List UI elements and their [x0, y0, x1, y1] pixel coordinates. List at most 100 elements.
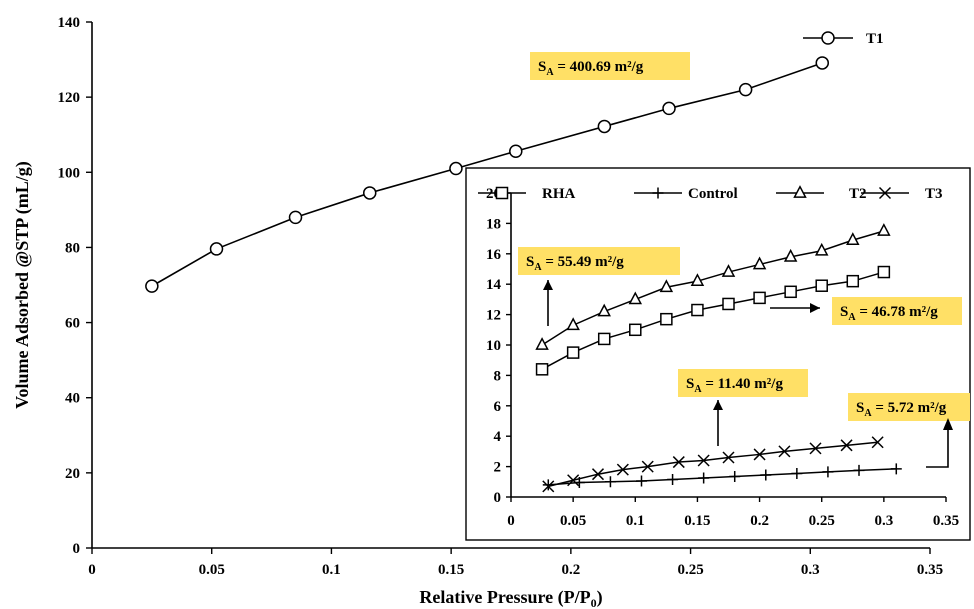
inset-data-point-Control: [729, 470, 741, 482]
inset-x-tick-label: 0.1: [626, 513, 645, 529]
inset-data-point-Control: [890, 463, 902, 475]
inset-x-tick-label: 0.25: [809, 513, 835, 529]
inset-legend: RHA Control T2 T3: [478, 185, 943, 202]
data-point-T1: [449, 161, 463, 176]
inset-surface-area-annotation: SA = 46.78 m²/g: [832, 297, 962, 325]
inset-surface-area-annotation: SA = 11.40 m²/g: [678, 369, 808, 397]
inset-data-point-T2: [877, 223, 891, 236]
inset-data-point-T2: [628, 291, 643, 305]
inset-y-tick-label: 2: [494, 460, 502, 476]
inset-data-point-Control: [604, 476, 616, 488]
inset-y-tick-label: 14: [486, 277, 502, 293]
y-tick-label: 80: [65, 240, 80, 256]
inset-y-tick-label: 6: [494, 399, 502, 415]
inset-data-point-T3: [672, 456, 685, 469]
legend-marker: [821, 31, 835, 45]
annotation-text: SA = 11.40 m²/g: [686, 376, 783, 395]
inset-data-point-Control: [853, 464, 865, 476]
arrow-control: [926, 418, 953, 468]
inset-surface-area-annotation: SA = 5.72 m²/g: [848, 393, 970, 421]
x-tick-label: 0.2: [561, 562, 580, 578]
y-tick-label: 40: [65, 391, 80, 407]
inset-data-point-T3: [542, 480, 555, 493]
arrow-head: [543, 280, 553, 290]
legend-label: T1: [866, 31, 884, 47]
x-tick-label: 0.1: [322, 562, 341, 578]
inset-data-point-T3: [871, 436, 884, 449]
inset-data-point-T2: [690, 273, 705, 287]
data-point-T1: [288, 210, 303, 225]
inset-y-tick-label: 10: [486, 338, 501, 354]
data-point-T1: [209, 242, 224, 256]
inset-legend-label-T3: T3: [925, 186, 943, 202]
inset-y-tick-label: 16: [486, 247, 502, 263]
surface-area-annotation: SA = 400.69 m²/g: [530, 52, 690, 80]
y-tick-label: 140: [58, 15, 81, 31]
inset-data-point-T2: [659, 279, 674, 293]
inset-y-tick-label: 8: [494, 368, 502, 384]
arrow-t3: [713, 400, 723, 446]
arrow-head: [943, 418, 953, 430]
inset-data-point-RHA: [660, 312, 673, 326]
inset-data-point-T3: [616, 463, 629, 476]
arrow-rha: [770, 303, 820, 313]
annotation-text: SA = 5.72 m²/g: [856, 400, 947, 419]
inset-y-tick-label: 12: [486, 308, 501, 324]
inset-data-point-RHA: [753, 291, 766, 305]
inset-legend-marker: [793, 185, 807, 198]
inset-data-point-T2: [597, 303, 611, 317]
inset-x-tick-label: 0.05: [560, 513, 586, 529]
inset-data-point-T2: [721, 264, 736, 277]
inset-data-point-T3: [809, 442, 822, 455]
data-point-T1: [362, 186, 377, 200]
series-line-T1: [151, 62, 823, 287]
annotation-highlight: [832, 297, 962, 325]
inset-data-point-RHA: [877, 265, 891, 279]
inset-data-point-T2: [814, 242, 829, 256]
x-axis-label: Relative Pressure (P/P0): [419, 587, 602, 609]
inset-legend-label-RHA: RHA: [542, 186, 576, 202]
inset-data-point-Control: [760, 469, 772, 481]
data-point-T1: [597, 119, 612, 134]
inset-data-point-RHA: [566, 346, 580, 359]
inset-data-point-RHA: [846, 274, 860, 288]
inset-y-tick-label: 0: [494, 490, 502, 506]
x-tick-label: 0.25: [677, 562, 703, 578]
inset-y-tick-label: 18: [486, 216, 501, 232]
inset-data-point-T3: [591, 468, 605, 481]
data-point-T1: [738, 82, 753, 97]
inset-data-point-T2: [566, 317, 580, 331]
inset-data-point-T3: [778, 445, 791, 458]
inset-data-point-RHA: [722, 297, 735, 311]
inset-data-point-RHA: [629, 323, 642, 337]
inset-data-point-RHA: [815, 279, 828, 292]
inset-x-tick-label: 0: [507, 513, 515, 529]
inset-data-point-T2: [752, 256, 767, 270]
y-tick-label: 100: [58, 165, 81, 181]
inset-data-point-T3: [753, 448, 766, 461]
inset-data-point-RHA: [784, 285, 797, 299]
data-point-T1: [815, 56, 830, 70]
y-tick-label: 20: [65, 466, 80, 482]
y-tick-label: 120: [58, 90, 81, 106]
arrow-shaft: [926, 426, 949, 468]
annotation-text: SA = 55.49 m²/g: [526, 254, 624, 273]
inset-data-point-T3: [567, 474, 580, 487]
x-tick-label: 0.15: [438, 562, 464, 578]
inset-x-tick-label: 0.15: [684, 513, 710, 529]
inset-x-tick-label: 0.3: [874, 513, 893, 529]
data-point-T1: [662, 101, 676, 116]
x-tick-label: 0.05: [199, 562, 225, 578]
x-tick-label: 0.3: [801, 562, 820, 578]
inset-data-point-T2: [535, 337, 549, 350]
inset-data-point-Control: [636, 475, 647, 487]
inset-data-point-RHA: [691, 303, 704, 317]
inset-legend-label-T2: T2: [849, 186, 867, 202]
inset-x-tick-label: 0.35: [933, 513, 959, 529]
inset-data-point-T3: [697, 454, 710, 467]
inset-legend-label-Control: Control: [688, 186, 738, 202]
annotation-highlight: [518, 247, 680, 275]
inset-y-tick-label: 4: [494, 429, 502, 445]
